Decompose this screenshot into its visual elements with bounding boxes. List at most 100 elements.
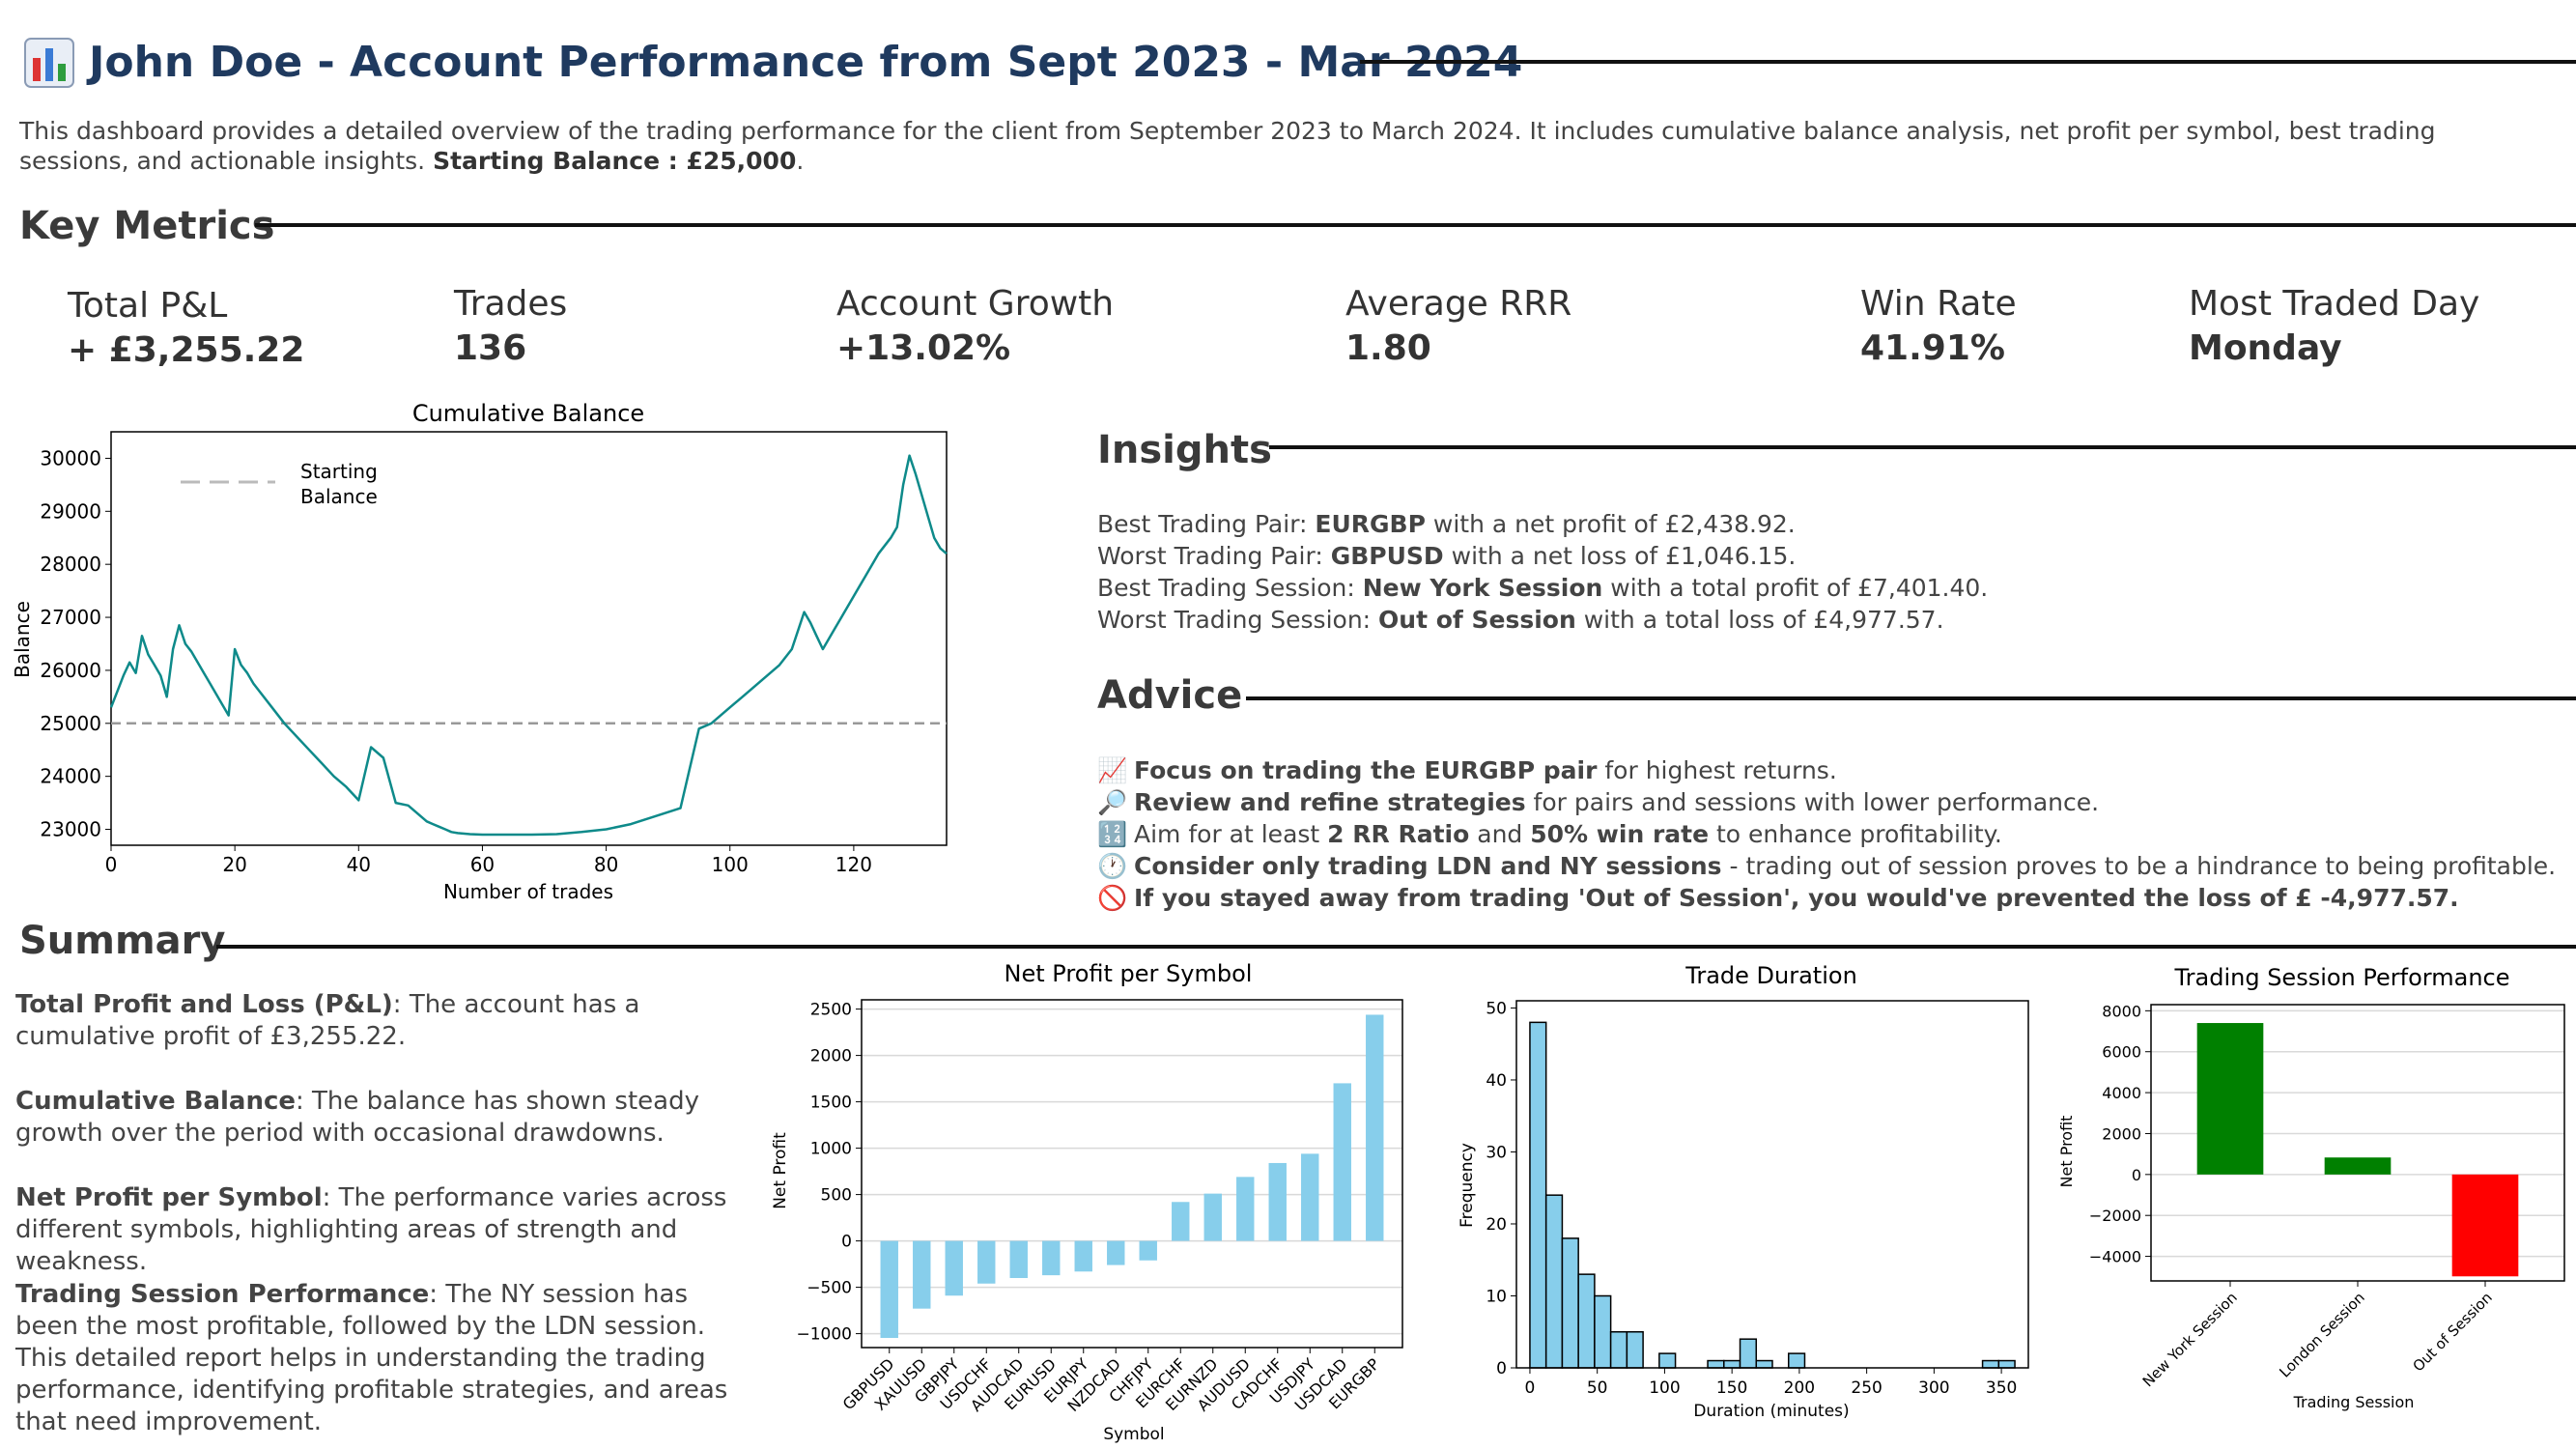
summary-text: : The NY session has been the most profi… bbox=[15, 1280, 705, 1341]
x-tick-label: Out of Session bbox=[2409, 1289, 2495, 1375]
plot-area: −1000−50005001000150020002500GBPUSDXAUUS… bbox=[796, 999, 1403, 1415]
advice-sessions: 🕐 Consider only trading LDN and NY sessio… bbox=[1097, 852, 2556, 881]
x-tick-label: London Session bbox=[2276, 1289, 2367, 1380]
metric-label: Trades bbox=[454, 284, 568, 324]
insight-suffix: with a total loss of £4,977.57. bbox=[1575, 606, 1944, 634]
summary-heading: Summary bbox=[19, 919, 226, 963]
y-tick-label: 29000 bbox=[40, 499, 101, 523]
summary-term: Total Profit and Loss (P&L) bbox=[15, 990, 393, 1019]
bar-audusd bbox=[1236, 1177, 1255, 1241]
y-tick-label: 2500 bbox=[810, 1001, 852, 1020]
insights-rule bbox=[1269, 445, 2576, 449]
intro-description: This dashboard provides a detailed overv… bbox=[19, 117, 2436, 175]
intro-text: This dashboard provides a detailed overv… bbox=[19, 117, 2436, 175]
metric-label: Win Rate bbox=[1860, 284, 2017, 324]
insight-suffix: with a total profit of £7,401.40. bbox=[1602, 574, 1989, 602]
y-tick-label: 0 bbox=[2132, 1166, 2141, 1184]
insight-highlight: Out of Session bbox=[1378, 606, 1576, 634]
advice-highlight: 50% win rate bbox=[1530, 820, 1710, 848]
x-tick-label: 50 bbox=[1587, 1378, 1608, 1398]
trading-session-performance-chart: Trading Session Performance Trading Sess… bbox=[2057, 964, 2565, 1411]
histogram-bar bbox=[1981, 1359, 2000, 1369]
metric-value: + £3,255.22 bbox=[68, 330, 305, 370]
y-tick-label: 20 bbox=[1486, 1215, 1507, 1235]
x-tick-label: 40 bbox=[347, 853, 371, 876]
chart-increasing-icon: 📈 bbox=[1097, 756, 1128, 784]
bar-usdcad bbox=[1333, 1083, 1351, 1241]
x-tick-label: 0 bbox=[105, 853, 118, 876]
bar-nzdcad bbox=[1107, 1240, 1125, 1265]
plot-frame bbox=[110, 431, 948, 846]
advice-highlight: Consider only trading LDN and NY session… bbox=[1134, 852, 1722, 880]
y-tick-label: −4000 bbox=[2089, 1248, 2141, 1266]
bar-eurgbp bbox=[1366, 1014, 1384, 1241]
advice-out-of-session: 🚫 If you stayed away from trading 'Out of… bbox=[1097, 884, 2458, 913]
y-tick-label: 27000 bbox=[40, 606, 101, 629]
x-tick-label: 20 bbox=[222, 853, 246, 876]
histogram-bar bbox=[1544, 1194, 1564, 1369]
y-axis-label: Net Profit bbox=[2057, 1116, 2076, 1188]
y-tick-label: −2000 bbox=[2089, 1207, 2141, 1225]
y-tick-label: 2000 bbox=[810, 1047, 852, 1066]
x-axis-label: Symbol bbox=[1103, 1425, 1164, 1444]
plot-area: 23000 24000 25000 26000 27000 28000 29000 30000… bbox=[40, 431, 948, 876]
y-tick-label: −1000 bbox=[796, 1325, 852, 1345]
insight-suffix: with a net profit of £2,438.92. bbox=[1425, 510, 1796, 538]
x-tick-label: New York Session bbox=[2139, 1289, 2241, 1390]
metric-value: Monday bbox=[2189, 328, 2342, 368]
y-tick-label: 2000 bbox=[2102, 1124, 2141, 1143]
histogram-bar bbox=[1529, 1021, 1547, 1369]
y-tick-label: 25000 bbox=[40, 712, 101, 735]
bar-audcad bbox=[1009, 1240, 1028, 1278]
insight-worst-session: Worst Trading Session: Out of Session wi… bbox=[1097, 606, 1944, 634]
histogram-bar bbox=[1594, 1294, 1612, 1369]
insight-best-pair: Best Trading Pair: EURGBP with a net pro… bbox=[1097, 510, 1796, 538]
y-tick-label: 23000 bbox=[40, 818, 101, 841]
summary-text: : The balance has shown steady growth ov… bbox=[15, 1087, 699, 1148]
bar-chart-icon bbox=[24, 38, 74, 88]
histogram-bar bbox=[1755, 1359, 1773, 1369]
cumulative-balance-chart: Cumulative Balance Number of trades Bala… bbox=[11, 400, 948, 903]
plot-frame bbox=[861, 999, 1403, 1349]
advice-focus-eurgbp: 📈 Focus on trading the EURGBP pair for hi… bbox=[1097, 756, 1836, 785]
bar-london-session bbox=[2324, 1157, 2392, 1175]
y-tick-label: 50 bbox=[1486, 999, 1507, 1018]
histogram-bar bbox=[1561, 1237, 1579, 1369]
chart-title: Trade Duration bbox=[1684, 962, 1857, 989]
histogram-bar bbox=[1707, 1359, 1725, 1369]
advice-rule bbox=[1246, 696, 2576, 700]
clock-icon: 🕐 bbox=[1097, 852, 1128, 880]
x-tick-label: 300 bbox=[1918, 1378, 1949, 1398]
bar-new-york-session bbox=[2196, 1023, 2264, 1175]
legend-label-line: Starting bbox=[300, 460, 378, 483]
insight-highlight: GBPUSD bbox=[1330, 542, 1444, 570]
legend-label-line: Balance bbox=[300, 485, 378, 508]
insight-highlight: EURGBP bbox=[1315, 510, 1426, 538]
insight-prefix: Worst Trading Pair: bbox=[1097, 542, 1331, 570]
bar-cadchf bbox=[1268, 1162, 1287, 1241]
summary-closing: This detailed report helps in understand… bbox=[15, 1344, 728, 1436]
summary-session: Trading Session Performance: The NY sess… bbox=[15, 1279, 740, 1438]
bar-eurusd bbox=[1042, 1240, 1061, 1276]
bar-out-of-session bbox=[2451, 1174, 2519, 1277]
y-tick-label: 1500 bbox=[810, 1094, 852, 1113]
x-tick-label: 120 bbox=[835, 853, 872, 876]
summary-term: Trading Session Performance bbox=[15, 1280, 430, 1309]
starting-balance: Starting Balance : £25,000 bbox=[433, 147, 797, 175]
y-tick-label: 0 bbox=[841, 1233, 852, 1252]
summary-balance: Cumulative Balance: The balance has show… bbox=[15, 1086, 740, 1150]
bar-usdchf bbox=[977, 1240, 996, 1284]
insight-prefix: Best Trading Pair: bbox=[1097, 510, 1316, 538]
bar-xauusd bbox=[913, 1240, 931, 1309]
x-axis-label: Duration (minutes) bbox=[1693, 1402, 1849, 1420]
plot-frame bbox=[2150, 1004, 2565, 1282]
advice-suffix: to enhance profitability. bbox=[1709, 820, 2002, 848]
bar-eurjpy bbox=[1074, 1240, 1092, 1272]
bar-gbpjpy bbox=[945, 1240, 963, 1296]
advice-highlight: 2 RR Ratio bbox=[1327, 820, 1470, 848]
page-title: John Doe - Account Performance from Sept… bbox=[89, 38, 1523, 87]
y-axis-label: Balance bbox=[11, 601, 34, 678]
advice-suffix: and bbox=[1469, 820, 1531, 848]
y-tick-label: 30 bbox=[1486, 1143, 1507, 1162]
y-tick-label: 4000 bbox=[2102, 1084, 2141, 1102]
